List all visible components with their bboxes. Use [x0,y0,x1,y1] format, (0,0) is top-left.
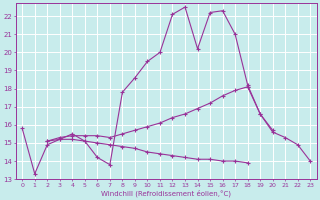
X-axis label: Windchill (Refroidissement éolien,°C): Windchill (Refroidissement éolien,°C) [101,189,231,197]
